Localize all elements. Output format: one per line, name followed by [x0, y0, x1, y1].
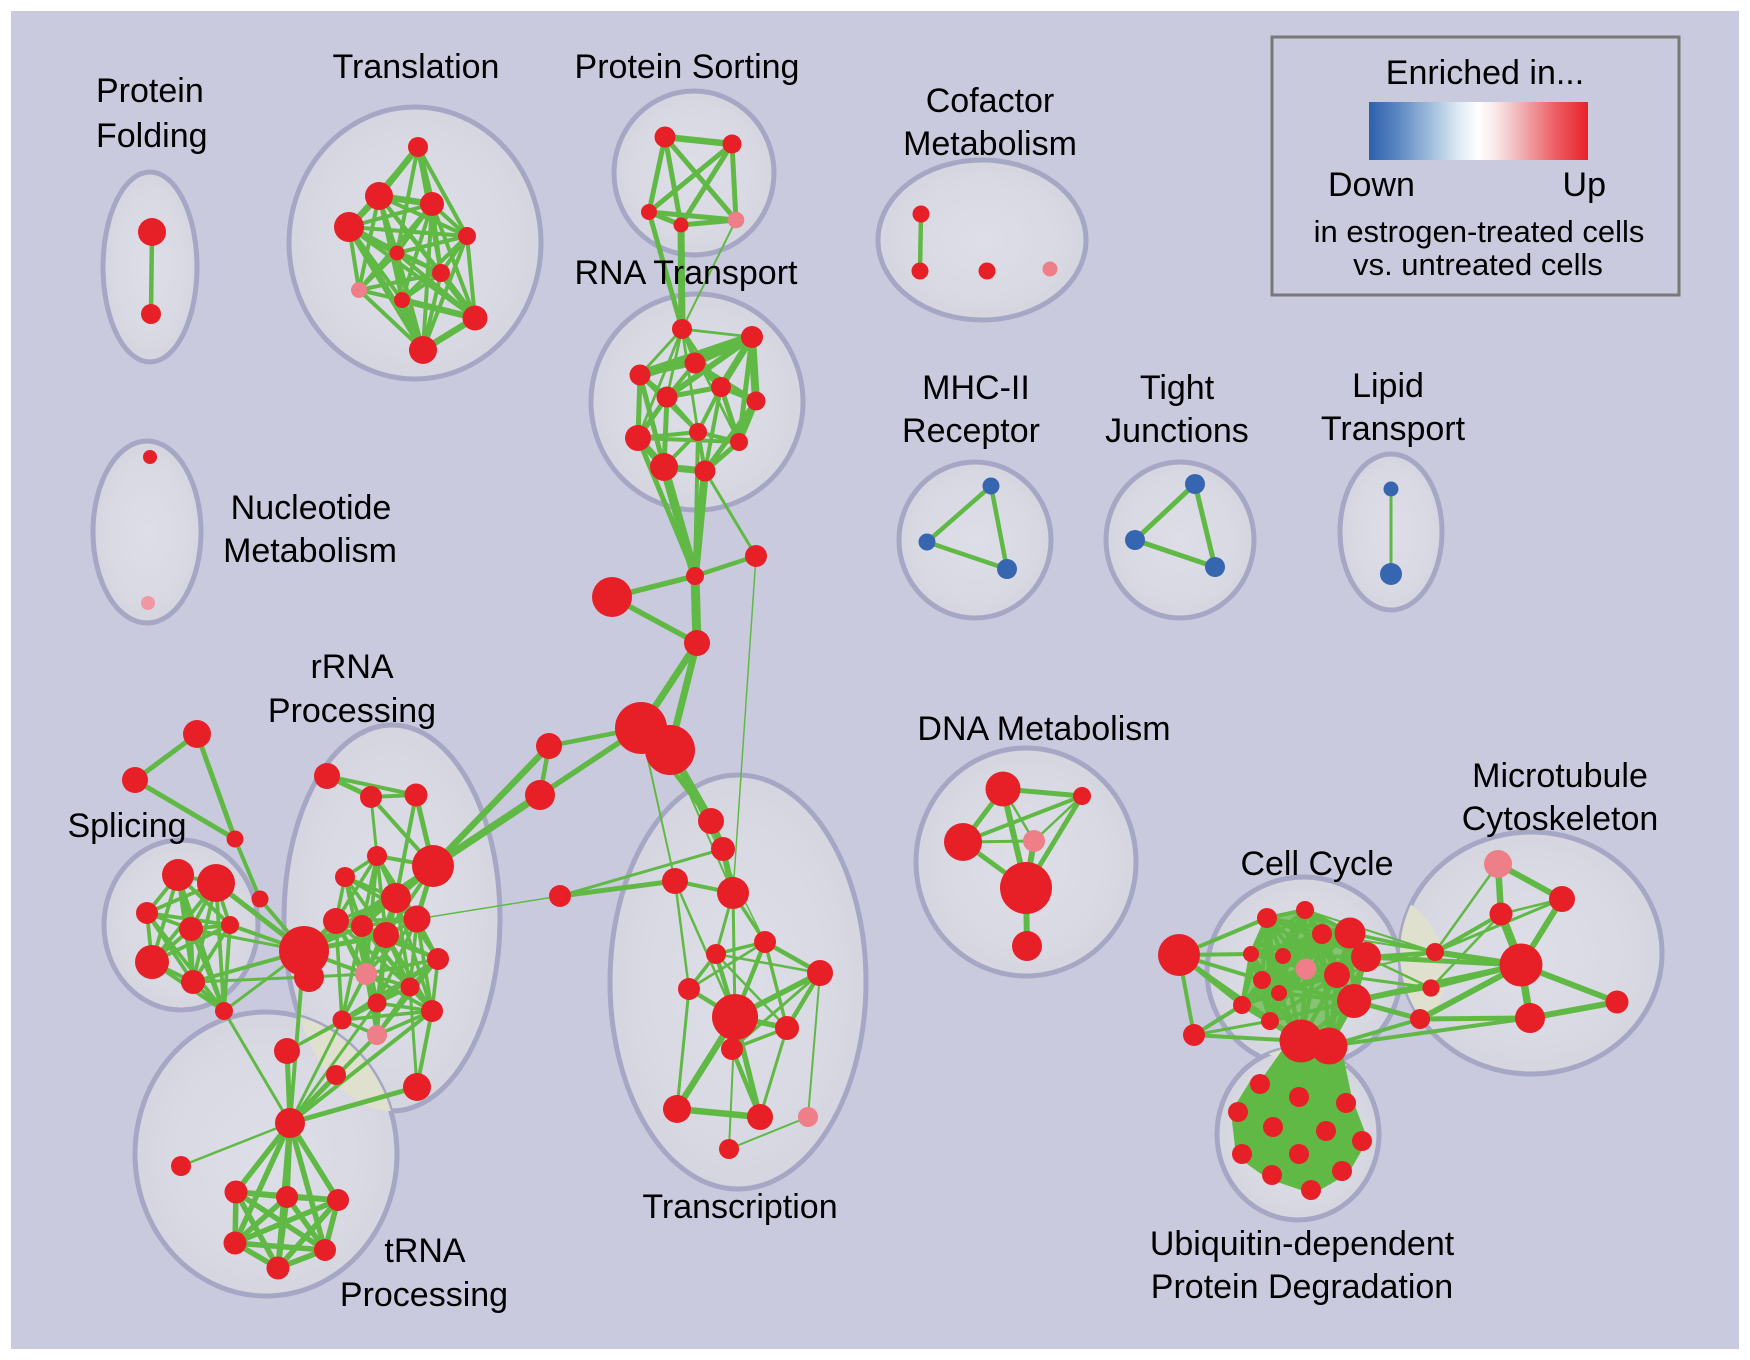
- svg-text:Up: Up: [1563, 166, 1606, 204]
- svg-text:in estrogen-treated cells: in estrogen-treated cells: [1314, 214, 1645, 249]
- svg-text:Down: Down: [1328, 166, 1415, 204]
- svg-text:Junctions: Junctions: [1105, 412, 1249, 450]
- svg-text:Protein Degradation: Protein Degradation: [1151, 1268, 1453, 1306]
- svg-text:Cofactor: Cofactor: [926, 82, 1055, 120]
- svg-text:Receptor: Receptor: [902, 412, 1040, 450]
- svg-text:Tight: Tight: [1140, 369, 1215, 407]
- svg-text:Processing: Processing: [340, 1276, 508, 1314]
- svg-text:Protein: Protein: [96, 72, 204, 110]
- svg-text:Transcription: Transcription: [642, 1188, 837, 1226]
- svg-text:tRNA: tRNA: [384, 1232, 466, 1270]
- svg-text:Microtubule: Microtubule: [1472, 757, 1648, 795]
- svg-text:Nucleotide: Nucleotide: [231, 489, 392, 527]
- svg-text:Metabolism: Metabolism: [903, 125, 1077, 163]
- svg-text:Lipid: Lipid: [1352, 367, 1424, 405]
- svg-text:Cell Cycle: Cell Cycle: [1240, 845, 1393, 883]
- svg-text:Splicing: Splicing: [67, 807, 186, 845]
- svg-text:Protein Sorting: Protein Sorting: [575, 48, 800, 86]
- svg-text:Cytoskeleton: Cytoskeleton: [1462, 800, 1659, 838]
- svg-text:Translation: Translation: [333, 48, 500, 86]
- svg-text:vs. untreated cells: vs. untreated cells: [1353, 247, 1603, 282]
- svg-text:Processing: Processing: [268, 692, 436, 730]
- svg-text:MHC-II: MHC-II: [922, 369, 1030, 407]
- svg-text:Folding: Folding: [96, 117, 208, 155]
- svg-text:Ubiquitin-dependent: Ubiquitin-dependent: [1150, 1225, 1455, 1263]
- svg-text:Metabolism: Metabolism: [223, 532, 397, 570]
- svg-text:Transport: Transport: [1321, 410, 1466, 448]
- svg-text:rRNA: rRNA: [310, 648, 393, 686]
- svg-text:RNA Transport: RNA Transport: [575, 254, 799, 292]
- svg-text:Enriched in...: Enriched in...: [1386, 54, 1584, 92]
- svg-text:DNA Metabolism: DNA Metabolism: [917, 710, 1170, 748]
